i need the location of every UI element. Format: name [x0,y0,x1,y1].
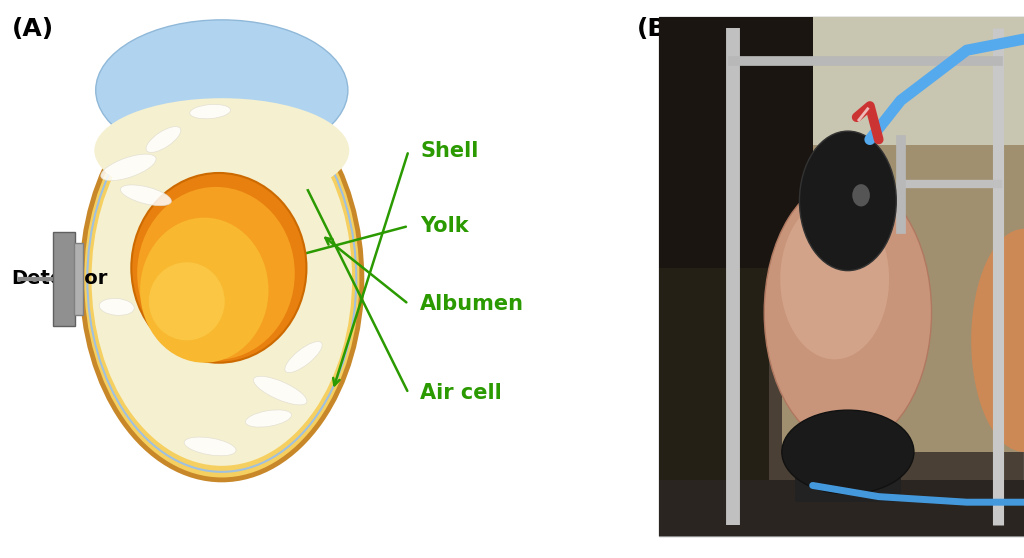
Ellipse shape [285,341,323,373]
Ellipse shape [82,78,361,480]
Bar [74,243,83,315]
Ellipse shape [137,187,295,360]
Ellipse shape [780,199,889,359]
Ellipse shape [140,218,268,363]
Ellipse shape [189,104,230,119]
Text: Air cell: Air cell [420,383,502,403]
Bar [52,232,75,326]
Bar [658,17,769,536]
Ellipse shape [99,299,134,315]
Text: (B): (B) [637,17,678,41]
Text: Laser light: Laser light [161,36,295,56]
Ellipse shape [246,410,292,427]
Bar [791,17,1024,324]
Ellipse shape [95,20,348,161]
Bar [658,17,813,268]
Ellipse shape [253,376,307,405]
Bar [658,480,1024,536]
Text: Shell: Shell [420,141,478,161]
Ellipse shape [184,437,237,456]
Ellipse shape [782,410,913,494]
Ellipse shape [100,154,156,181]
Bar [782,145,1024,452]
Ellipse shape [800,131,896,271]
Ellipse shape [131,173,306,363]
Bar [795,441,901,502]
Ellipse shape [148,262,224,340]
Ellipse shape [121,185,171,206]
Text: Yolk: Yolk [420,216,469,236]
Bar [658,17,1024,536]
Ellipse shape [91,92,352,466]
Ellipse shape [94,98,349,203]
Ellipse shape [146,127,181,152]
Ellipse shape [971,229,1024,452]
Text: Albumen: Albumen [420,294,524,314]
Text: (A): (A) [11,17,54,41]
Ellipse shape [764,179,932,446]
Text: Detector: Detector [11,270,109,288]
Ellipse shape [852,184,870,206]
